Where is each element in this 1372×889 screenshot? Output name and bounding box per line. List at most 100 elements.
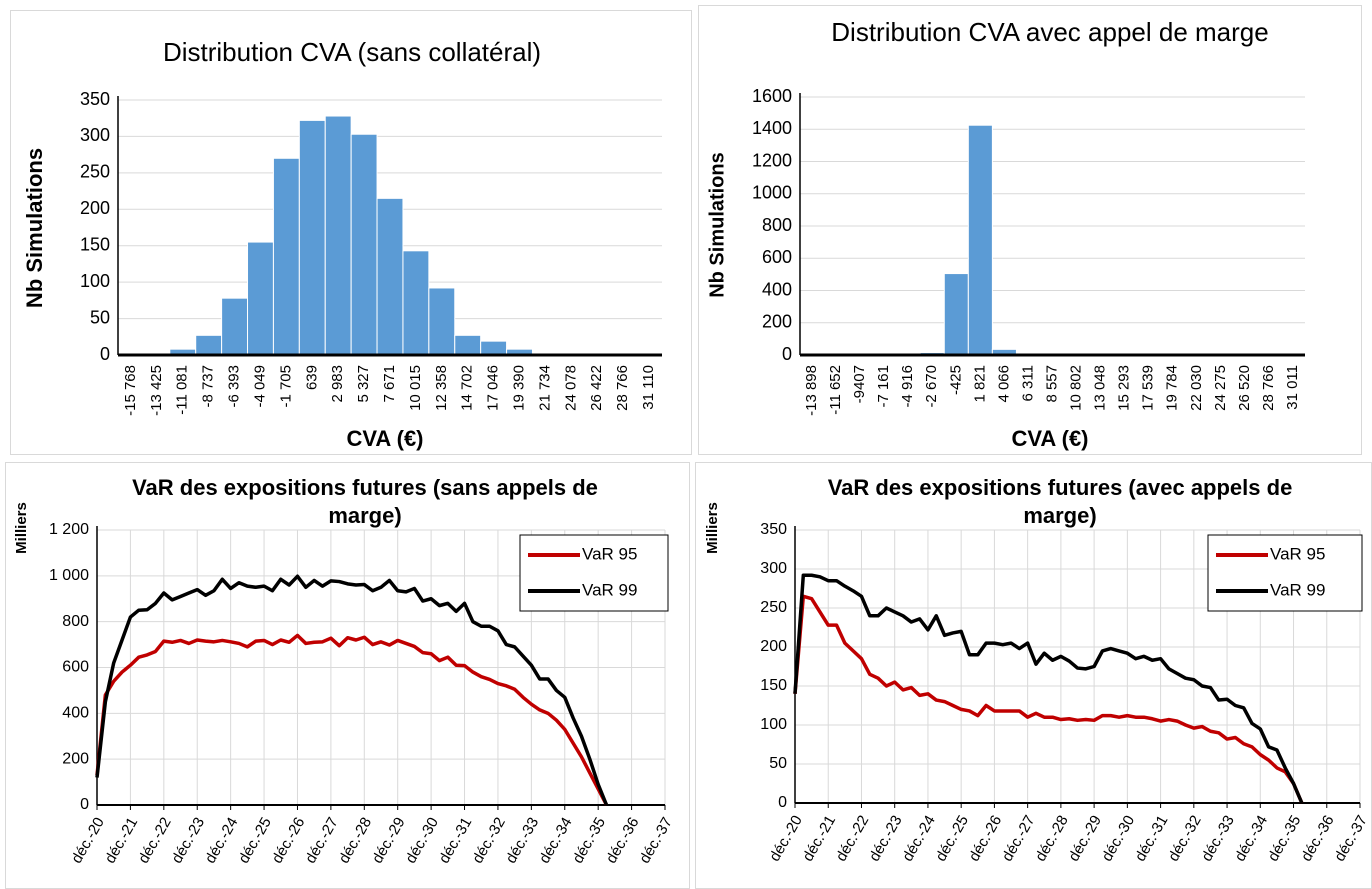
y-tick-label: 300 [760,560,787,577]
x-tick-label: 19 784 [1164,365,1181,411]
y-axis-title: Milliers [704,502,721,554]
bar [967,124,993,356]
x-tick-label: -425 [947,365,964,395]
y-tick-label: 200 [762,312,792,332]
x-tick-label: 15 293 [1116,365,1133,411]
bar [350,133,378,356]
x-axis-title: CVA (€) [1012,426,1089,451]
y-tick-label: 200 [80,198,110,218]
x-tick-label: déc.-37 [1331,812,1371,864]
y-tick-label: 0 [778,794,787,811]
legend-label: VaR 99 [582,580,637,599]
y-tick-label: 150 [80,234,110,254]
x-axis-title: CVA (€) [347,426,424,451]
x-tick-label: -9407 [851,365,868,403]
series-line [95,574,609,806]
legend-label: VaR 95 [1270,544,1325,563]
bar [195,334,223,356]
y-tick-label: 200 [62,750,89,767]
bar [402,250,430,356]
chart-title: VaR des expositions futures (sans appels… [132,475,598,528]
x-tick-label: -15 768 [122,365,139,416]
y-axis-title: Nb Simulations [706,152,728,298]
x-tick-label: -4 049 [251,365,268,408]
bar [221,297,249,356]
x-tick-label: 17 539 [1140,365,1157,411]
y-tick-label: 0 [782,344,792,364]
legend-box [519,534,669,612]
x-tick-label: 28 766 [614,365,631,411]
y-tick-label: 250 [760,599,787,616]
x-tick-label: 17 046 [485,365,502,411]
bar [272,157,300,356]
x-tick-label: 10 015 [407,365,424,411]
legend-box [1207,534,1363,612]
series-line [793,573,1304,804]
chart-title: Distribution CVA (sans collatéral) [162,37,542,67]
x-tick-label: 1 821 [971,365,988,403]
y-tick-label: 1200 [752,150,792,170]
chart-title: Distribution CVA avec appel de marge [831,17,1269,47]
x-tick-label: 6 311 [1019,365,1036,401]
bar [298,119,326,356]
x-tick-label: 14 702 [459,365,476,411]
panel [698,5,1362,455]
y-tick-label: 1 200 [49,521,89,538]
x-tick-label: -13 898 [803,365,820,416]
x-tick-label: -11 652 [827,365,844,415]
series-line [95,633,609,806]
x-tick-label: 26 520 [1236,365,1253,411]
x-tick-label: 4 066 [995,365,1012,403]
bar [324,115,352,356]
x-tick-label: 24 078 [562,365,579,411]
x-tick-label: -1 705 [277,365,294,408]
y-axis-title: Milliers [13,502,30,554]
x-tick-label: déc.-37 [636,814,676,866]
x-tick-label: 13 048 [1092,365,1109,411]
bar [376,197,404,356]
y-tick-label: 0 [80,796,89,813]
x-tick-label: -8 737 [200,365,217,408]
y-tick-label: 1400 [752,118,792,138]
x-tick-label: -13 425 [148,365,165,416]
x-tick-label: 7 671 [381,365,398,403]
x-tick-label: 26 422 [588,365,605,411]
y-tick-label: 600 [762,247,792,267]
x-tick-label: 8 557 [1043,365,1060,403]
y-tick-label: 1000 [752,183,792,203]
x-tick-label: -4 916 [899,365,916,408]
y-tick-label: 50 [769,755,787,772]
bar [480,340,508,356]
y-tick-label: 1600 [752,86,792,106]
y-tick-label: 350 [760,521,787,538]
x-tick-label: 22 030 [1188,365,1205,411]
series-line [793,594,1304,804]
y-tick-label: 50 [90,307,110,327]
bar [247,241,274,356]
y-tick-label: 350 [80,89,110,109]
y-axis-title: Nb Simulations [22,148,47,308]
panel [10,10,692,455]
x-tick-label: 5 327 [355,365,372,403]
x-tick-label: -6 393 [226,365,243,408]
x-tick-label: 21 734 [536,365,553,411]
y-tick-label: 800 [762,215,792,235]
y-tick-label: 600 [62,659,89,676]
y-tick-label: 250 [80,162,110,182]
bar [428,287,456,356]
legend-label: VaR 95 [582,544,637,563]
x-tick-label: 28 766 [1260,365,1277,411]
y-tick-label: 200 [760,638,787,655]
y-tick-label: 100 [760,716,787,733]
x-tick-label: 639 [303,365,320,390]
y-tick-label: 0 [100,344,110,364]
x-tick-label: 10 802 [1068,365,1085,411]
y-tick-label: 300 [80,125,110,145]
chart-title: VaR des expositions futures (avec appels… [827,475,1293,528]
x-tick-label: 24 275 [1212,365,1229,411]
x-tick-label: 31 011 [1284,365,1301,410]
y-tick-label: 100 [80,271,110,291]
x-tick-label: 12 358 [433,365,450,411]
x-tick-label: -11 081 [174,365,191,415]
x-tick-label: 19 390 [510,365,527,411]
